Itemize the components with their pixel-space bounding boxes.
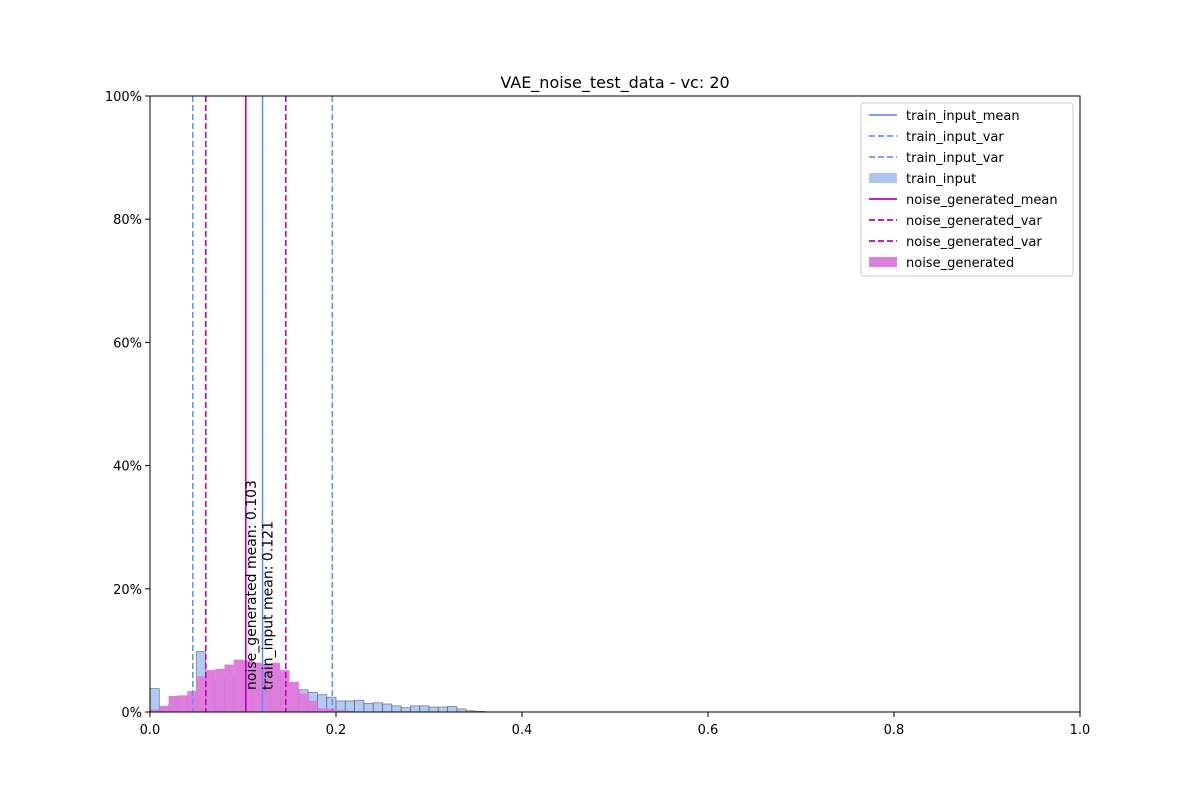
legend-label-train-input: train_input	[906, 172, 976, 187]
legend-swatch-train-input	[869, 173, 897, 183]
axes-frame	[149, 95, 1081, 713]
noise-generated-bar	[317, 708, 327, 712]
legend-label-noise-generated-var: noise_generated_var	[906, 235, 1042, 250]
train-input-bar	[409, 705, 421, 713]
noise-generated-bar	[298, 693, 309, 712]
train-input-bar	[372, 702, 383, 713]
noise-generated-bar	[205, 670, 216, 712]
train-input-bar	[447, 706, 458, 713]
noise-generated-bar	[261, 663, 271, 712]
y-tick-label: 20%	[113, 583, 142, 598]
mean-annotation-1: noise_generated mean: 0.103	[244, 480, 260, 690]
noise-generated-bar	[224, 664, 234, 712]
noise-generated-bar	[308, 700, 318, 712]
noise-generated-bar	[150, 709, 160, 712]
mean-annotation-2: train_input mean: 0.121	[261, 521, 277, 690]
x-tick-label: 0.6	[698, 723, 719, 738]
train-input-bar	[344, 700, 355, 713]
legend-label-noise-generated-var: noise_generated_var	[906, 214, 1042, 229]
x-tick-label: 0.2	[326, 723, 347, 738]
noise-generated-bar	[252, 662, 262, 712]
noise-generated-bar	[196, 676, 206, 712]
y-tick-label: 60%	[113, 336, 142, 351]
noise-generated-bar	[336, 710, 346, 712]
x-tick-label: 0.0	[140, 723, 161, 738]
train-input-bar	[382, 703, 393, 713]
y-tick-label: 100%	[105, 90, 142, 105]
train-input-bar	[428, 706, 439, 713]
legend-label-train-input-mean: train_input_mean	[906, 109, 1020, 124]
noise-generated-bar	[243, 660, 253, 712]
noise-generated-bar	[177, 695, 188, 712]
legend-box	[860, 102, 1074, 277]
train-input-bar	[354, 699, 365, 713]
legend-label-train-input-var: train_input_var	[906, 130, 1004, 145]
noise-generated-bar	[280, 670, 290, 712]
noise-generated-bar	[215, 668, 225, 712]
y-tick-label: 80%	[113, 213, 142, 228]
train-input-bar	[149, 688, 160, 713]
noise-generated-bar	[289, 681, 299, 712]
noise-generated-bar	[233, 659, 243, 712]
noise-generated-bar	[345, 710, 355, 712]
legend-label-train-input-var: train_input_var	[906, 151, 1004, 166]
train-input-bar	[400, 707, 411, 713]
noise-generated-bar	[187, 691, 197, 712]
y-tick-label: 40%	[113, 460, 142, 475]
x-tick-label: 0.8	[884, 723, 905, 738]
noise-generated-bar	[326, 708, 336, 712]
x-tick-label: 1.0	[1070, 723, 1091, 738]
noise-generated-bar	[270, 662, 281, 712]
train-input-bar	[419, 705, 430, 713]
chart-title: VAE_noise_test_data - vc: 20	[500, 73, 729, 93]
train-input-bar	[391, 705, 402, 713]
noise-generated-bar	[168, 695, 178, 712]
train-input-bar	[437, 706, 448, 713]
legend-label-noise-generated: noise_generated	[906, 256, 1014, 271]
noise-generated-bar	[159, 705, 169, 712]
legend-swatch-noise-generated	[869, 257, 897, 267]
plot-area: noise_generated mean: 0.103 train_input m…	[105, 90, 1091, 738]
x-tick-label: 0.4	[512, 723, 533, 738]
train-input-bar	[363, 702, 374, 713]
y-tick-label: 0%	[121, 706, 142, 721]
legend-label-noise-generated-mean: noise_generated_mean	[906, 193, 1058, 208]
